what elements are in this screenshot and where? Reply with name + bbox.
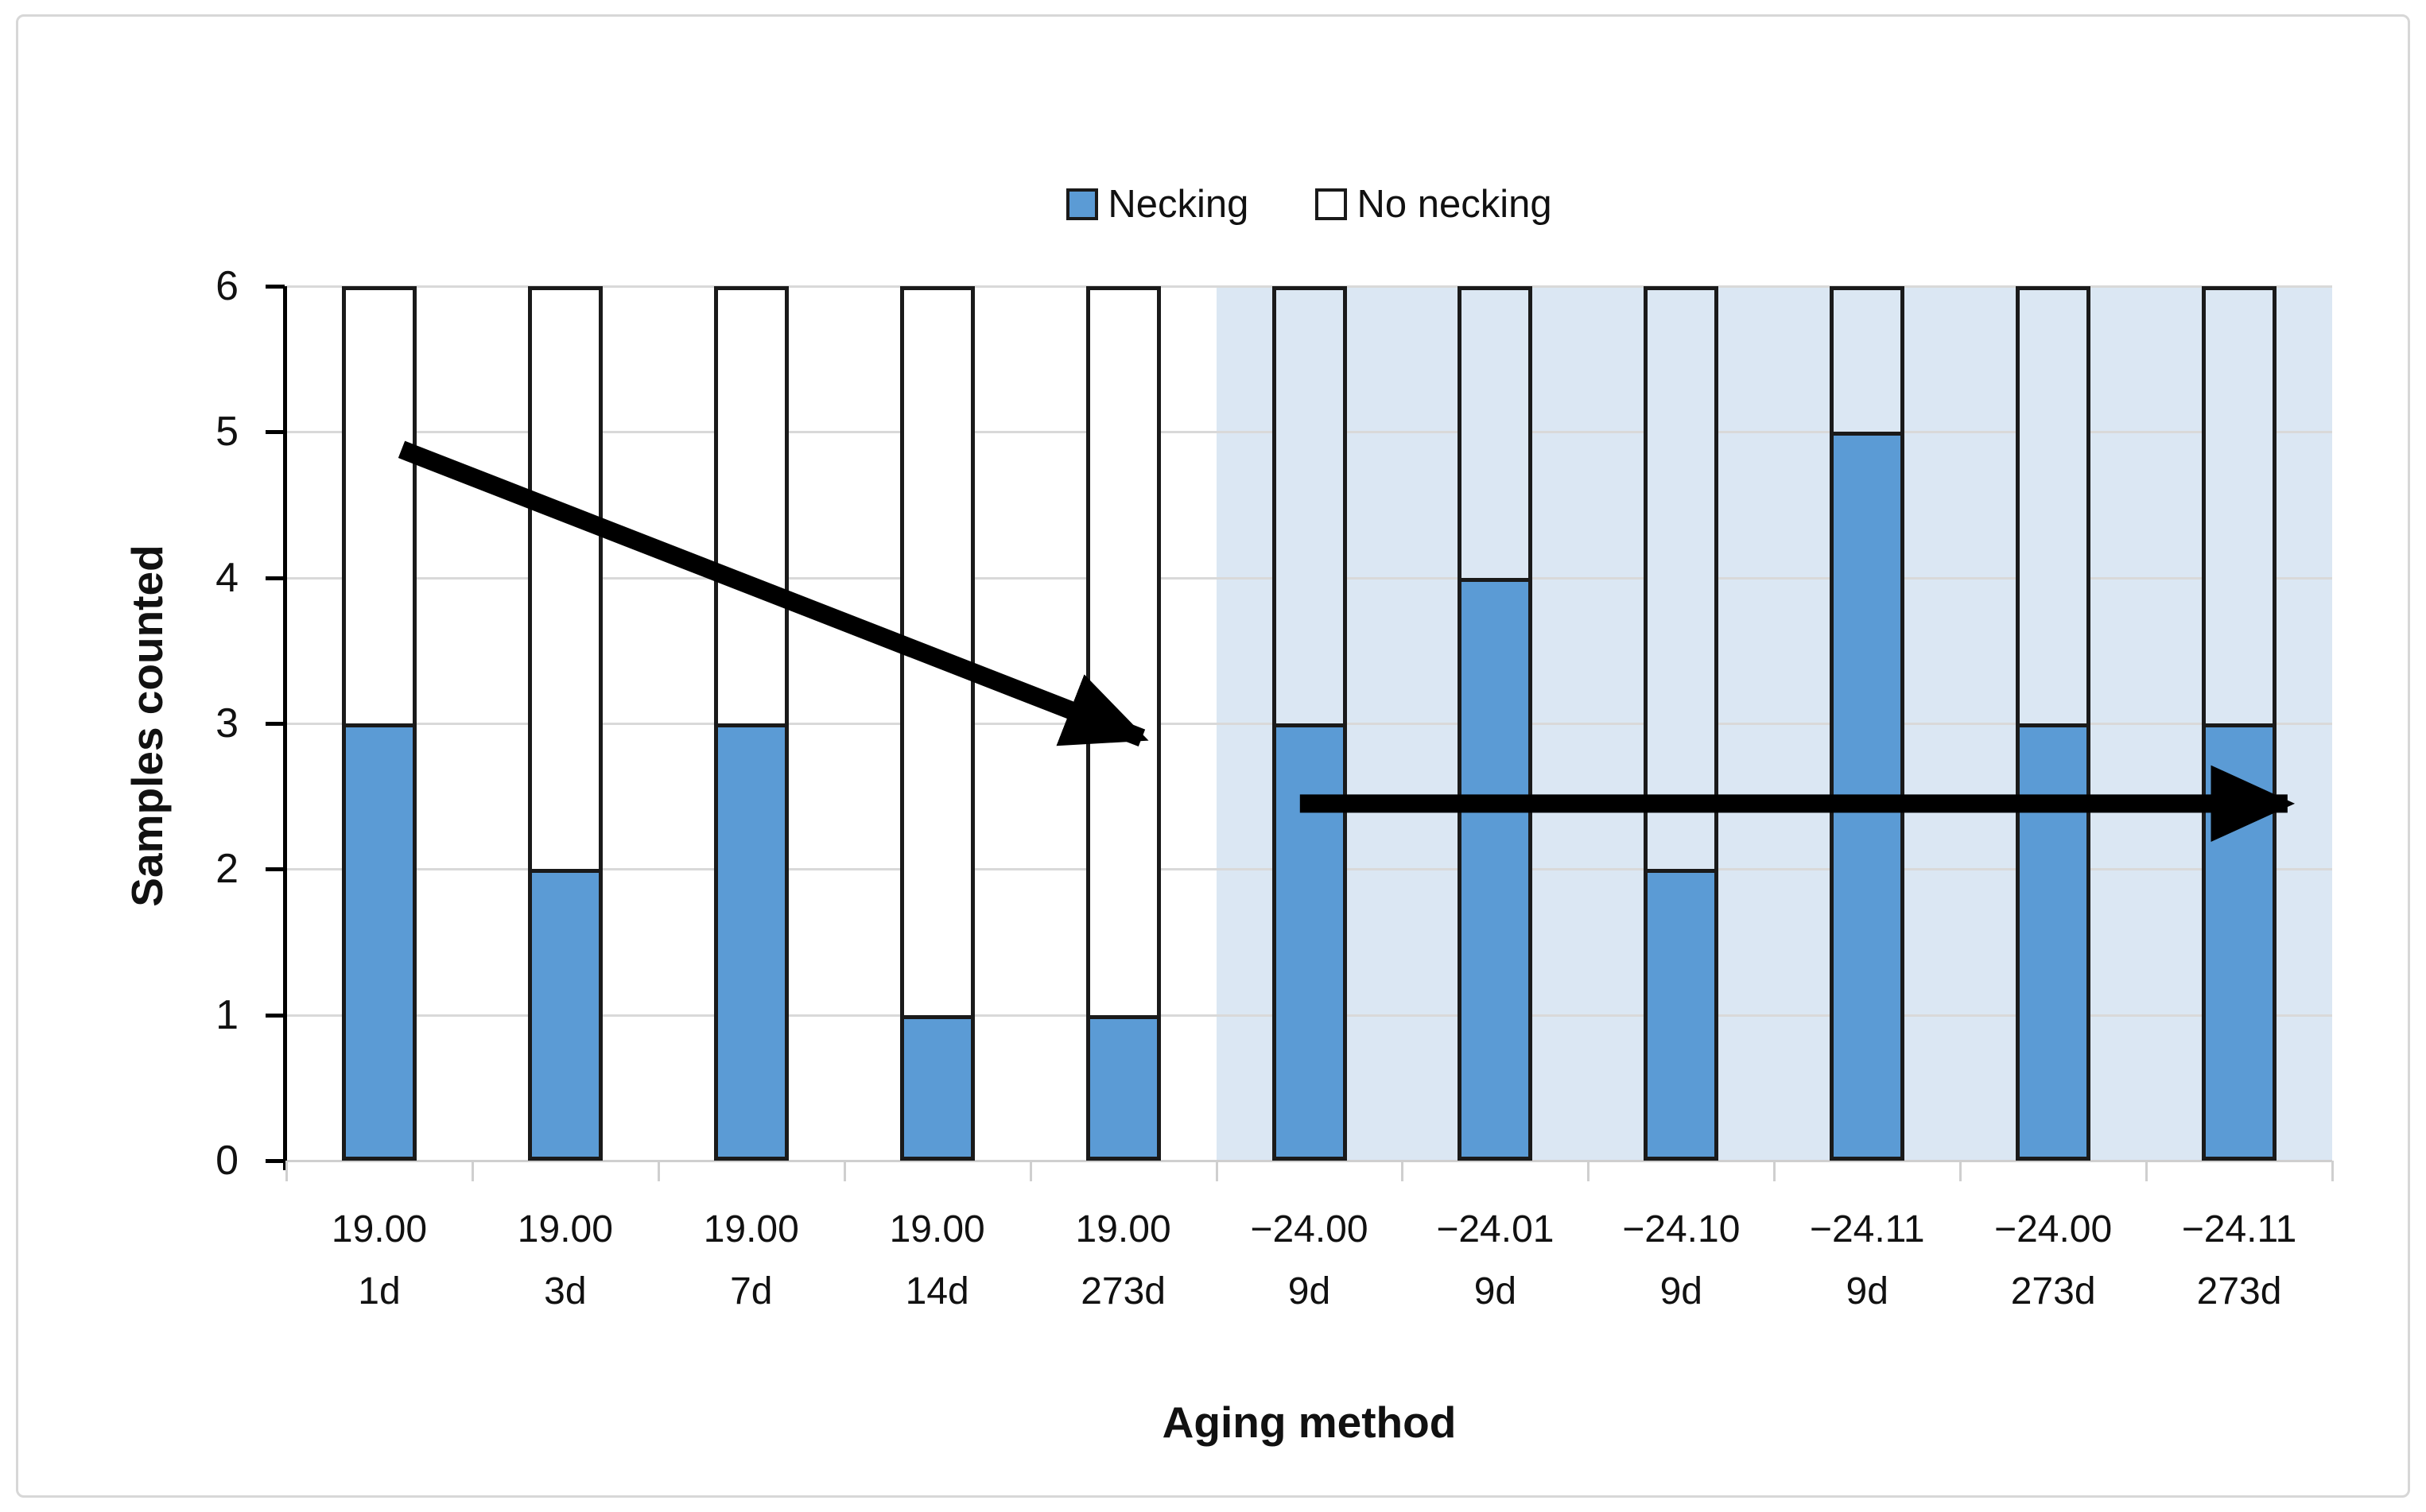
x-category-label: −24.01 9d (1402, 1199, 1588, 1323)
x-tick (471, 1161, 474, 1181)
x-tick (1029, 1161, 1032, 1181)
x-category-line1: −24.10 (1622, 1208, 1741, 1250)
x-category-label: −24.10 9d (1588, 1199, 1774, 1323)
necking-swatch-icon (1066, 188, 1099, 220)
y-axis-line (283, 286, 287, 1170)
legend-item-no-necking: No necking (1315, 182, 1552, 226)
bar-segment-no-necking (1458, 286, 1533, 578)
x-category-line1: −24.11 (1809, 1208, 1925, 1250)
legend-label-no-necking: No necking (1357, 182, 1552, 226)
bar-segment-no-necking (1830, 286, 1905, 432)
bar-segment-necking (1458, 577, 1533, 1161)
x-axis-line (286, 1160, 2332, 1162)
x-category-line1: −24.00 (1994, 1208, 2113, 1250)
x-category-line2: 9d (1659, 1270, 1702, 1312)
y-tick (266, 576, 285, 580)
y-tick (266, 430, 285, 435)
bar-segment-no-necking (899, 286, 975, 1015)
y-tick-label: 6 (215, 263, 239, 309)
y-tick (266, 1159, 285, 1163)
bar-segment-necking (713, 723, 789, 1161)
bar-segment-no-necking (2202, 286, 2277, 723)
y-tick (266, 285, 285, 289)
x-category-line2: 273d (2010, 1270, 2096, 1312)
y-tick-label: 1 (215, 991, 239, 1038)
y-tick-label: 0 (215, 1138, 239, 1184)
y-tick-label: 5 (215, 409, 239, 456)
x-category-line1: 19.00 (889, 1208, 985, 1250)
x-tick (657, 1161, 660, 1181)
x-category-line2: 9d (1846, 1270, 1888, 1312)
y-axis-title: Samples counted (122, 545, 172, 907)
bar-segment-no-necking (713, 286, 789, 723)
bar-segment-necking (1271, 723, 1347, 1161)
x-category-label: −24.00 273d (1960, 1199, 2146, 1323)
y-tick (266, 722, 285, 726)
bar-segment-no-necking (1644, 286, 1719, 870)
bar-segment-necking (2016, 723, 2091, 1161)
x-category-line2: 9d (1287, 1270, 1331, 1312)
x-category-line2: 7d (730, 1270, 773, 1312)
x-axis-title: Aging method (1162, 1398, 1457, 1447)
legend-item-necking: Necking (1066, 182, 1249, 226)
bar-segment-necking (341, 723, 417, 1161)
x-category-line1: 19.00 (331, 1208, 428, 1250)
x-category-line2: 3d (544, 1270, 587, 1312)
y-tick-label: 3 (215, 700, 239, 746)
y-tick-label: 4 (215, 554, 239, 601)
legend: Necking No necking (286, 176, 2332, 232)
bar-segment-no-necking (2016, 286, 2091, 723)
x-category-line1: 19.00 (517, 1208, 613, 1250)
bar-segment-necking (1644, 869, 1719, 1161)
bar-segment-no-necking (527, 286, 603, 870)
y-tick-label: 2 (215, 846, 239, 893)
y-tick (266, 1013, 285, 1018)
x-tick (1773, 1161, 1776, 1181)
x-category-line2: 273d (1081, 1270, 1166, 1312)
bar-segment-no-necking (341, 286, 417, 723)
x-category-line1: 19.00 (1075, 1208, 1171, 1250)
x-tick (2145, 1161, 2148, 1181)
bar-segment-necking (1085, 1014, 1161, 1161)
x-category-label: −24.00 9d (1217, 1199, 1403, 1323)
no-necking-swatch-icon (1315, 188, 1348, 220)
x-tick (1959, 1161, 1962, 1181)
x-tick (843, 1161, 846, 1181)
x-category-label: 19.00 3d (472, 1199, 658, 1323)
bar-segment-no-necking (1271, 286, 1347, 723)
x-category-label: 19.00 7d (658, 1199, 844, 1323)
x-category-label: 19.00 1d (286, 1199, 472, 1323)
x-category-line2: 9d (1473, 1270, 1517, 1312)
legend-label-necking: Necking (1108, 182, 1249, 226)
x-tick (1401, 1161, 1404, 1181)
bar-segment-necking (1830, 432, 1905, 1161)
x-category-line1: 19.00 (703, 1208, 799, 1250)
x-tick (1587, 1161, 1590, 1181)
x-category-line1: −24.00 (1250, 1208, 1368, 1250)
bar-segment-necking (2202, 723, 2277, 1161)
bar-segment-necking (527, 869, 603, 1161)
x-category-line1: −24.11 (2181, 1208, 2297, 1250)
y-tick (266, 867, 285, 872)
x-category-label: −24.11 9d (1774, 1199, 1960, 1323)
x-category-line1: −24.01 (1436, 1208, 1555, 1250)
x-tick (1215, 1161, 1218, 1181)
x-tick (285, 1161, 288, 1181)
x-category-label: −24.11 273d (2146, 1199, 2332, 1323)
bar-segment-no-necking (1085, 286, 1161, 1015)
x-category-label: 19.00 273d (1031, 1199, 1217, 1323)
bar-segment-necking (899, 1014, 975, 1161)
x-category-line2: 14d (905, 1270, 969, 1312)
x-category-line2: 273d (2196, 1270, 2282, 1312)
x-category-label: 19.00 14d (844, 1199, 1031, 1323)
x-tick (2331, 1161, 2334, 1181)
x-category-line2: 1d (358, 1270, 401, 1312)
